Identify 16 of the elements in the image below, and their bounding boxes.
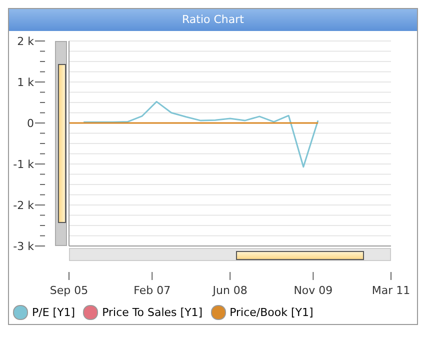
x-tick-label: Sep 05 xyxy=(50,284,88,297)
y-tick-label: -2 k xyxy=(13,199,35,212)
x-tick-label: Feb 07 xyxy=(134,284,171,297)
y-tick-label: 2 k xyxy=(17,35,35,48)
legend-label: P/E [Y1] xyxy=(31,305,76,320)
y-tick-label: 0 xyxy=(27,117,34,130)
y-tick-label: 1 k xyxy=(17,76,35,89)
x-tick-label: Nov 09 xyxy=(294,284,333,297)
x-tick-label: Jun 08 xyxy=(212,284,248,297)
chart-title: Ratio Chart xyxy=(9,9,417,31)
x-tick-label: Mar 11 xyxy=(372,284,410,297)
legend-label: Price To Sales [Y1] xyxy=(101,305,203,320)
y-tick-label: -3 k xyxy=(13,240,35,253)
y-tick-label: -1 k xyxy=(13,158,35,171)
legend-label: Price/Book [Y1] xyxy=(228,305,314,320)
line-series xyxy=(82,100,319,168)
